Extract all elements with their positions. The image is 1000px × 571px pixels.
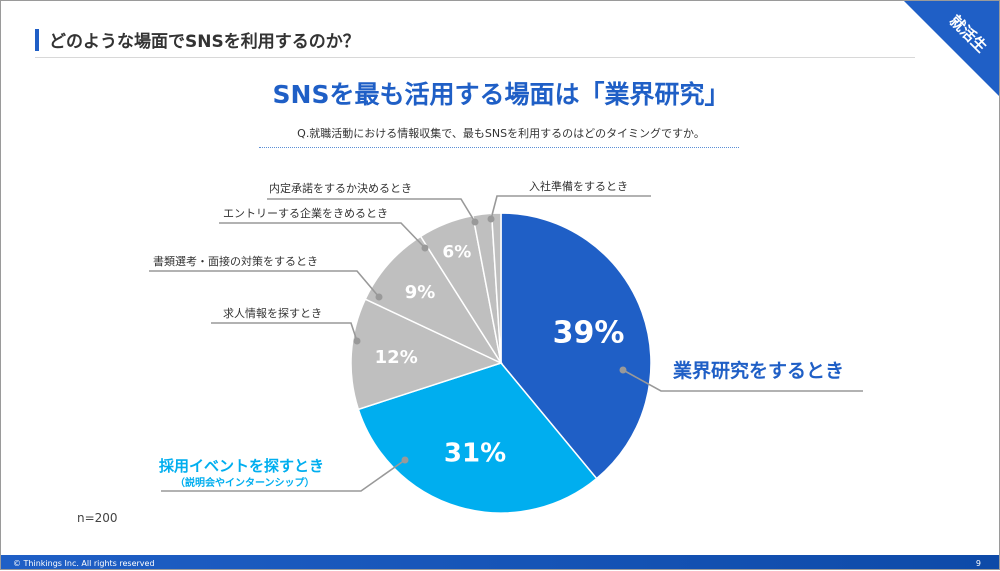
slice-category-label-3: 書類選考・面接の対策をするとき	[153, 254, 318, 268]
leader-line-6	[490, 195, 651, 220]
slice-percent-label-2: 12%	[375, 347, 418, 368]
slice-category-label-1: 採用イベントを探すとき	[159, 457, 324, 475]
leader-dot-3	[375, 293, 383, 301]
pie-slice-1	[357, 362, 598, 514]
slice-category-sublabel-1: （説明会やインターンシップ）	[175, 476, 315, 489]
leader-line-5	[267, 198, 476, 223]
survey-question: Q.就職活動における情報収集で、最もSNSを利用するのはどのタイミングですか。	[297, 127, 705, 140]
slice-category-label-2: 求人情報を探すとき	[223, 307, 322, 320]
corner-badge	[904, 1, 999, 96]
footer-bar: © Thinkings Inc. All rights reserved 9	[1, 555, 999, 569]
header-divider	[35, 57, 915, 58]
leader-line-4	[219, 222, 426, 249]
leader-line-3	[149, 270, 380, 298]
leader-line-0	[622, 369, 863, 392]
slice-category-label-4: エントリーする企業をきめるとき	[223, 206, 388, 220]
footer-copyright: © Thinkings Inc. All rights reserved	[13, 559, 155, 568]
pie-slice-2	[350, 298, 504, 411]
leader-dot-1	[401, 456, 409, 464]
pie-slice-3	[364, 235, 504, 365]
slice-percent-label-3: 9%	[405, 282, 436, 303]
leader-dot-4	[421, 244, 429, 252]
slice-percent-label-1: 31%	[444, 439, 506, 469]
leader-dot-0	[619, 366, 627, 374]
leader-line-1	[161, 459, 406, 492]
slice-percent-label-4: 6%	[442, 243, 471, 263]
sample-size: n=200	[77, 511, 118, 525]
header-title: どのような場面でSNSを利用するのか？	[49, 32, 360, 52]
leader-dot-5	[471, 218, 479, 226]
page-number: 9	[975, 559, 981, 568]
slice-category-label-6: 入社準備をするとき	[529, 179, 628, 193]
question-divider	[259, 147, 739, 148]
pie-slice-6	[490, 212, 502, 364]
slice-category-label-0: 業界研究をするとき	[672, 359, 844, 382]
pie-slice-0	[500, 212, 652, 480]
leader-dot-6	[487, 215, 495, 223]
slice-percent-label-0: 39%	[553, 315, 625, 350]
leader-dot-2	[353, 337, 361, 345]
chart-title: SNSを最も活用する場面は「業界研究」	[272, 80, 730, 109]
slice-category-label-5: 内定承諾をするか決めるとき	[269, 181, 412, 195]
header-accent-bar	[35, 29, 39, 51]
leader-line-2	[211, 322, 358, 342]
